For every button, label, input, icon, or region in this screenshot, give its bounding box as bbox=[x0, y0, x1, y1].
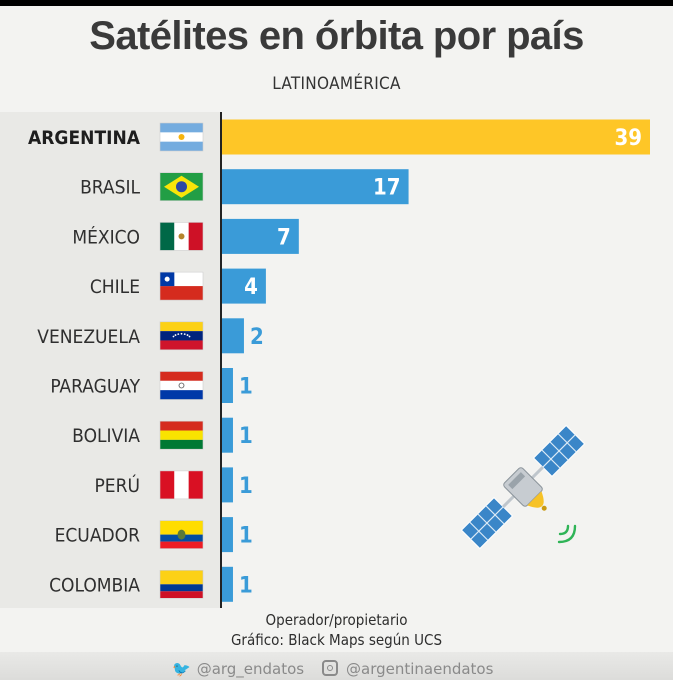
value-label: 1 bbox=[239, 375, 253, 400]
category-row: ARGENTINA 39 bbox=[28, 119, 650, 155]
value-label: 2 bbox=[250, 325, 264, 350]
satellite-icon bbox=[460, 424, 586, 550]
category-row: VENEZUELA 2 bbox=[37, 318, 264, 354]
bar bbox=[222, 368, 233, 403]
twitter-handle[interactable]: 🐦 @arg_endatos bbox=[172, 660, 304, 678]
instagram-icon bbox=[322, 660, 338, 676]
flag-icon bbox=[159, 420, 204, 450]
category-row: BRASIL 17 bbox=[80, 169, 409, 205]
category-label: VENEZUELA bbox=[37, 326, 140, 348]
footer-source: Gráfico: Black Maps según UCS bbox=[230, 631, 443, 649]
category-label: BRASIL bbox=[80, 177, 140, 199]
bar bbox=[222, 467, 233, 503]
category-row: PARAGUAY 1 bbox=[50, 368, 253, 403]
value-label: 1 bbox=[239, 573, 253, 598]
instagram-handle-text: @argentinaendatos bbox=[346, 660, 494, 678]
bar bbox=[222, 417, 233, 453]
signal-waves-icon bbox=[557, 524, 577, 544]
footer-note: Operador/propietario bbox=[265, 611, 408, 629]
flag-icon bbox=[159, 222, 204, 251]
category-row: BOLIVIA 1 bbox=[72, 417, 253, 453]
category-row: PERÚ 1 bbox=[95, 467, 253, 503]
chart-title: Satélites en órbita por país bbox=[89, 14, 584, 58]
value-label: 1 bbox=[239, 524, 253, 549]
category-label: MÉXICO bbox=[72, 225, 140, 248]
value-label: 1 bbox=[239, 474, 253, 499]
category-label: PERÚ bbox=[95, 473, 141, 497]
value-label: 39 bbox=[614, 126, 642, 151]
value-label: 7 bbox=[277, 225, 291, 250]
category-label: COLOMBIA bbox=[49, 574, 140, 596]
flag-icon bbox=[159, 470, 204, 500]
top-bar bbox=[0, 0, 673, 6]
bar bbox=[222, 318, 244, 354]
flag-icon bbox=[159, 172, 204, 201]
footer-credits: Operador/propietario Gráfico: Black Maps… bbox=[0, 610, 673, 650]
value-label: 17 bbox=[373, 176, 401, 201]
flag-icon bbox=[159, 371, 204, 400]
bar bbox=[222, 566, 233, 602]
category-row: MÉXICO 7 bbox=[72, 218, 299, 254]
bar bbox=[222, 517, 233, 553]
flag-icon bbox=[159, 321, 204, 351]
social-bar: 🐦 @arg_endatos @argentinaendatos bbox=[0, 652, 673, 680]
flag-icon bbox=[159, 122, 204, 152]
instagram-handle[interactable]: @argentinaendatos bbox=[322, 660, 493, 678]
chart-subtitle: LATINOAMÉRICA bbox=[272, 74, 401, 94]
flag-icon bbox=[159, 271, 204, 301]
category-label: CHILE bbox=[90, 276, 140, 298]
value-label: 4 bbox=[244, 275, 258, 300]
category-row: ECUADOR 1 bbox=[55, 517, 253, 553]
category-label: PARAGUAY bbox=[50, 376, 140, 398]
flag-icon bbox=[159, 520, 204, 549]
category-label: ECUADOR bbox=[55, 525, 141, 547]
bar bbox=[222, 119, 650, 155]
flag-icon bbox=[159, 569, 204, 599]
twitter-bird-icon: 🐦 bbox=[172, 660, 191, 678]
twitter-handle-text: @arg_endatos bbox=[196, 660, 305, 678]
bar bbox=[222, 218, 299, 254]
category-label: BOLIVIA bbox=[72, 425, 140, 447]
bar bbox=[222, 268, 266, 304]
value-label: 1 bbox=[239, 424, 253, 449]
bar bbox=[222, 169, 409, 205]
y-axis-line bbox=[220, 112, 222, 608]
category-label: ARGENTINA bbox=[28, 127, 141, 149]
category-row: CHILE 4 bbox=[90, 268, 266, 304]
category-row: COLOMBIA 1 bbox=[49, 566, 253, 602]
